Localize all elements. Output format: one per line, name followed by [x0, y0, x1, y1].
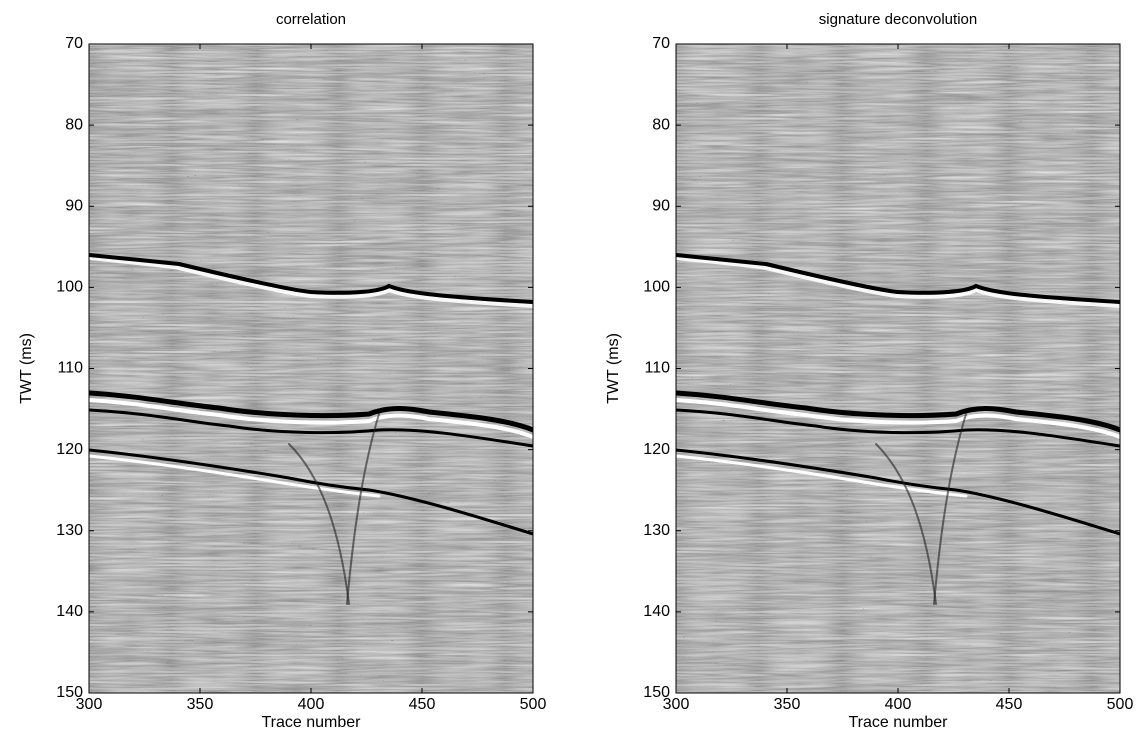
- y-tick-label: 90: [65, 197, 83, 214]
- x-tick-label: 450: [409, 696, 436, 713]
- x-tick-label: 400: [298, 696, 325, 713]
- y-tick-label: 130: [643, 522, 670, 539]
- chart-title: correlation: [276, 11, 346, 28]
- y-tick-label: 120: [56, 441, 83, 458]
- x-tick-label: 500: [1107, 696, 1134, 713]
- y-tick-label: 110: [57, 360, 83, 377]
- seismic-image: [676, 44, 1120, 693]
- y-axis-label: TWT (ms): [605, 333, 622, 404]
- y-tick-label: 90: [652, 197, 670, 214]
- y-tick-label: 150: [643, 684, 670, 701]
- y-tick-label: 70: [65, 35, 83, 52]
- y-tick-label: 140: [643, 603, 670, 620]
- y-tick-label: 120: [643, 441, 670, 458]
- y-tick-label: 110: [644, 360, 670, 377]
- y-tick-label: 100: [56, 279, 83, 296]
- x-tick-label: 300: [663, 696, 690, 713]
- x-tick-label: 400: [885, 696, 912, 713]
- x-tick-label: 300: [76, 696, 103, 713]
- y-tick-label: 70: [652, 35, 670, 52]
- x-axis-label: Trace number: [849, 714, 949, 731]
- y-tick-label: 80: [65, 116, 83, 133]
- y-tick-label: 140: [56, 603, 83, 620]
- x-tick-label: 500: [520, 696, 547, 713]
- x-tick-label: 350: [774, 696, 801, 713]
- seismic-image: [89, 44, 533, 693]
- y-tick-label: 130: [56, 522, 83, 539]
- y-axis-label: TWT (ms): [18, 333, 35, 404]
- chart-title: signature deconvolution: [819, 11, 977, 28]
- x-axis-label: Trace number: [262, 714, 362, 731]
- x-tick-label: 350: [187, 696, 214, 713]
- y-tick-label: 100: [643, 279, 670, 296]
- y-tick-label: 80: [652, 116, 670, 133]
- x-tick-label: 450: [996, 696, 1023, 713]
- y-tick-label: 150: [56, 684, 83, 701]
